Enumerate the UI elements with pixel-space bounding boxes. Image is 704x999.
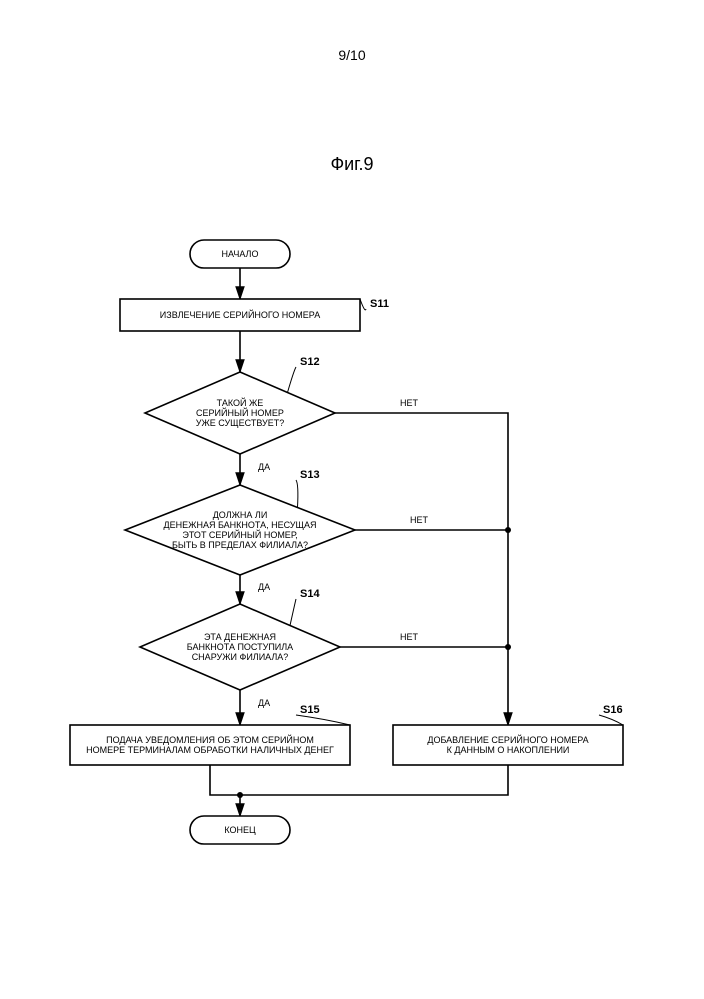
node-s15: ПОДАЧА УВЕДОМЛЕНИЯ ОБ ЭТОМ СЕРИЙНОМНОМЕР… [70, 704, 350, 765]
step-label: S15 [300, 704, 320, 716]
node-text: ДЕНЕЖНАЯ БАНКНОТА, НЕСУЩАЯ [164, 520, 317, 530]
node-text: БЫТЬ В ПРЕДЕЛАХ ФИЛИАЛА? [172, 540, 308, 550]
node-start: НАЧАЛО [190, 240, 290, 268]
edge-label: НЕТ [400, 632, 419, 642]
node-s13: ДОЛЖНА ЛИДЕНЕЖНАЯ БАНКНОТА, НЕСУЩАЯЭТОТ … [125, 469, 355, 575]
node-text: ЭТОТ СЕРИЙНЫЙ НОМЕР, [182, 529, 297, 540]
node-text: ДОБАВЛЕНИЕ СЕРИЙНОГО НОМЕРА [427, 734, 588, 745]
step-label: S16 [603, 704, 623, 716]
node-text: К ДАННЫМ О НАКОПЛЕНИИ [447, 745, 570, 755]
node-text: СНАРУЖИ ФИЛИАЛА? [192, 652, 289, 662]
step-label: S12 [300, 356, 320, 368]
node-text: УЖЕ СУЩЕСТВУЕТ? [196, 418, 285, 428]
node-text: ЭТА ДЕНЕЖНАЯ [204, 632, 276, 642]
flow-edge [210, 765, 240, 795]
edge-label: ДА [258, 462, 270, 472]
edge-label: ДА [258, 698, 270, 708]
node-text: СЕРИЙНЫЙ НОМЕР [196, 407, 284, 418]
node-s14: ЭТА ДЕНЕЖНАЯБАНКНОТА ПОСТУПИЛАСНАРУЖИ ФИ… [140, 588, 340, 690]
flow-edge [335, 413, 508, 725]
step-label: S13 [300, 469, 320, 481]
flow-edge [240, 765, 508, 795]
node-s11: ИЗВЛЕЧЕНИЕ СЕРИЙНОГО НОМЕРА S11 [120, 298, 389, 331]
node-text: НОМЕРЕ ТЕРМИНАЛАМ ОБРАБОТКИ НАЛИЧНЫХ ДЕН… [86, 745, 334, 755]
node-text: БАНКНОТА ПОСТУПИЛА [187, 642, 293, 652]
step-label: S14 [300, 588, 320, 600]
step-label: S11 [370, 298, 389, 310]
node-text: ПОДАЧА УВЕДОМЛЕНИЯ ОБ ЭТОМ СЕРИЙНОМ [106, 734, 314, 745]
edge-label: НЕТ [400, 398, 419, 408]
node-text: НАЧАЛО [222, 249, 259, 259]
edge-label: НЕТ [410, 515, 429, 525]
page-number: 9/10 [338, 47, 365, 63]
figure-title: Фиг.9 [330, 154, 373, 174]
node-end: КОНЕЦ [190, 816, 290, 844]
node-text: ТАКОЙ ЖЕ [217, 397, 264, 408]
node-text: ИЗВЛЕЧЕНИЕ СЕРИЙНОГО НОМЕРА [160, 309, 320, 320]
edge-label: ДА [258, 582, 270, 592]
node-text: КОНЕЦ [224, 825, 256, 835]
node-text: ДОЛЖНА ЛИ [213, 510, 268, 520]
